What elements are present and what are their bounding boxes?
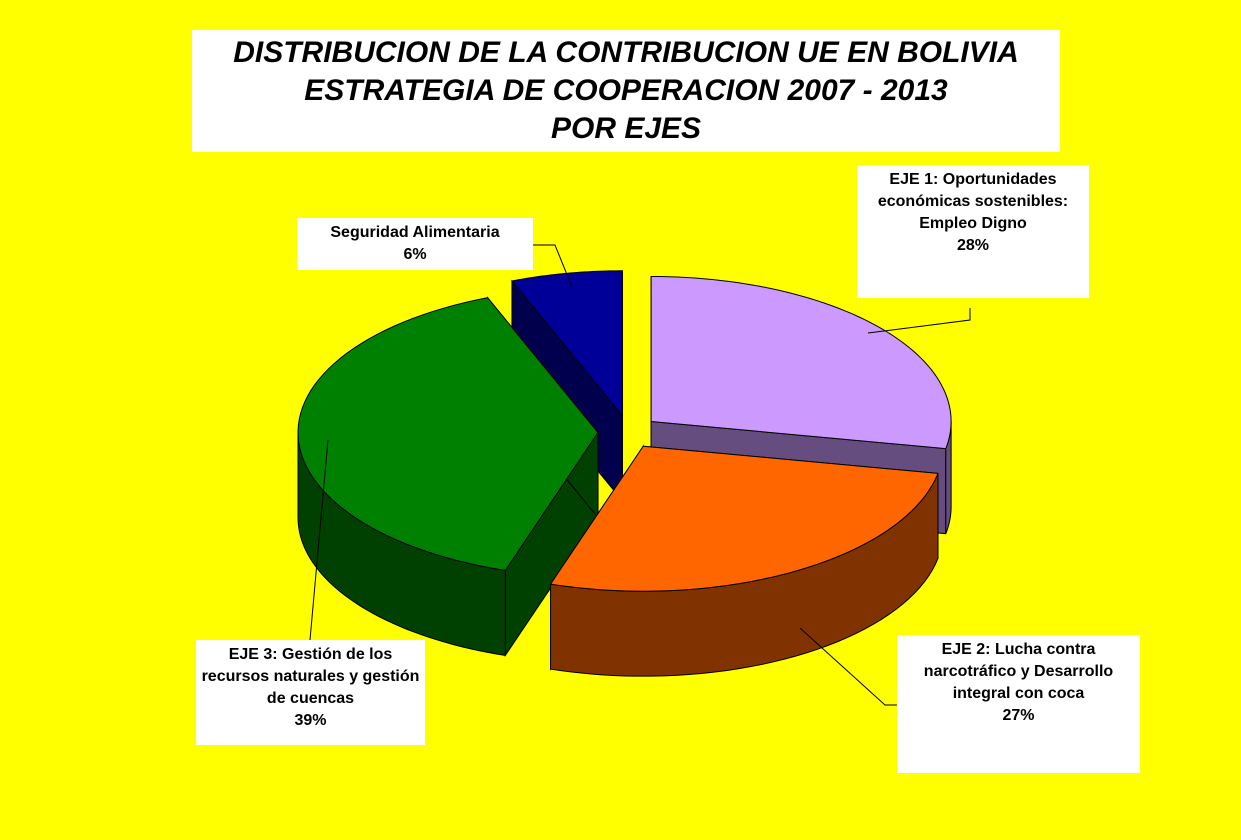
value-label: 28% [956, 237, 990, 254]
category-label: Seguridad Alimentaria [330, 224, 500, 241]
data-label: Seguridad Alimentaria 6% [297, 218, 533, 270]
title-line: POR EJES [550, 112, 702, 145]
slice-top [297, 297, 599, 571]
category-label: EJE 2: Lucha contra narcotráfico y Desar… [923, 641, 1114, 702]
chart-title: DISTRIBUCION DE LA CONTRIBUCION UE EN BO… [192, 30, 1060, 152]
value-label: 6% [403, 246, 427, 263]
leader-line [867, 308, 971, 334]
leader-line [799, 627, 897, 706]
data-label: EJE 2: Lucha contra narcotráfico y Desar… [897, 635, 1140, 773]
data-label: EJE 3: Gestión de los recursos naturales… [196, 640, 425, 745]
value-label: 27% [1002, 707, 1035, 724]
title-line: DISTRIBUCION DE LA CONTRIBUCION UE EN BO… [233, 36, 1019, 69]
category-label: EJE 3: Gestión de los recursos naturales… [201, 646, 420, 707]
title-line: ESTRATEGIA DE COOPERACION 2007 - 2013 [304, 74, 948, 107]
leader-line [533, 244, 573, 288]
slice-top [650, 275, 952, 450]
slice [297, 296, 599, 658]
data-label: EJE 1: Oportunidades económicas sostenib… [857, 165, 1089, 298]
slice-top [549, 445, 939, 592]
category-label: EJE 1: Oportunidades económicas sostenib… [877, 171, 1069, 232]
pie-slices [297, 270, 952, 677]
slice [549, 444, 939, 677]
value-label: 39% [294, 712, 327, 729]
